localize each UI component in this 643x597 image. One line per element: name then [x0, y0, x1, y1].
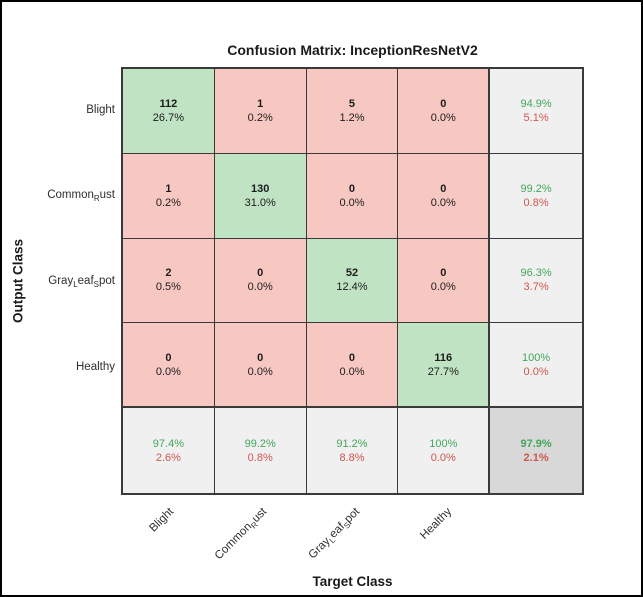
matrix-cell-r2-c2: 52 12.4% [306, 238, 399, 324]
y-tick-label-0: Blight [86, 103, 115, 116]
matrix-cell-r3-c2: 0 0.0% [306, 323, 399, 409]
overall-accuracy-cell: 97.9% 2.1% [490, 408, 582, 493]
subscript-letter: L [327, 535, 337, 546]
cell-count: 0 [257, 351, 264, 364]
matrix-cell-r1-c3: 0 0.0% [398, 153, 491, 239]
summary-positive-percent: 96.3% [520, 267, 552, 280]
matrix-cell-r0-c2: 5 1.2% [306, 69, 399, 154]
summary-positive-percent: 100% [522, 351, 551, 364]
cell-percent: 26.7% [152, 111, 184, 124]
x-axis-title: Target Class [312, 574, 393, 589]
cell-percent: 12.4% [336, 281, 368, 294]
cell-percent: 0.0% [247, 281, 273, 294]
matrix-cell-r1-c2: 0 0.0% [306, 153, 399, 239]
cell-percent: 0.0% [430, 111, 456, 124]
cell-count: 0 [440, 267, 447, 280]
row-summary-cell-r2: 96.3% 3.7% [490, 238, 582, 324]
summary-negative-percent: 0.8% [523, 196, 549, 209]
cell-count: 130 [251, 182, 270, 195]
y-tick-label-1: CommonRust [47, 189, 115, 204]
cell-count: 112 [159, 97, 178, 110]
y-tick-label-2: GrayLeafSpot [48, 275, 115, 289]
y-axis-title: Output Class [10, 238, 26, 324]
cell-percent: 0.0% [430, 196, 456, 209]
confusion-matrix-grid: 112 26.7% 1 0.2% 5 1.2% 0 0.0% 94.9% 5.1% 1 0.2% 130… [121, 67, 584, 495]
cell-percent: 0.0% [339, 196, 365, 209]
col-summary-cell-c3: 100% 0.0% [398, 408, 491, 493]
summary-negative-percent: 0.0% [430, 451, 456, 464]
cell-percent: 0.0% [430, 281, 456, 294]
overall-accuracy-percent: 97.9% [520, 437, 552, 450]
cell-count: 52 [345, 267, 359, 280]
matrix-cell-r0-c0: 112 26.7% [123, 69, 215, 154]
cell-percent: 0.0% [247, 365, 273, 378]
subscript-letter: R [93, 194, 100, 204]
subscript-letter: S [93, 280, 99, 289]
summary-negative-percent: 3.7% [523, 281, 549, 294]
matrix-cell-r3-c3: 116 27.7% [398, 323, 491, 409]
col-summary-cell-c2: 91.2% 8.8% [306, 408, 399, 493]
matrix-cell-r1-c0: 1 0.2% [123, 153, 215, 239]
col-summary-cell-c1: 99.2% 0.8% [214, 408, 307, 493]
cell-count: 0 [440, 182, 447, 195]
cell-count: 0 [165, 351, 172, 364]
overall-error-percent: 2.1% [523, 451, 549, 464]
cell-count: 5 [348, 97, 356, 110]
y-tick-label-3: Healthy [76, 360, 115, 373]
summary-negative-percent: 8.8% [339, 451, 365, 464]
cell-percent: 0.2% [155, 196, 181, 209]
matrix-cell-r1-c1: 130 31.0% [214, 153, 307, 239]
matrix-cell-r2-c1: 0 0.0% [214, 238, 307, 324]
cell-count: 0 [348, 351, 356, 364]
cell-count: 0 [348, 182, 356, 195]
summary-positive-percent: 100% [429, 437, 458, 450]
cell-percent: 0.5% [155, 281, 181, 294]
subscript-letter: S [341, 520, 352, 531]
matrix-cell-r3-c1: 0 0.0% [214, 323, 307, 409]
cell-percent: 0.2% [247, 111, 273, 124]
summary-positive-percent: 97.4% [152, 437, 184, 450]
matrix-cell-r0-c1: 1 0.2% [214, 69, 307, 154]
cell-count: 116 [434, 351, 453, 364]
cell-percent: 1.2% [339, 111, 365, 124]
matrix-cell-r2-c0: 2 0.5% [123, 238, 215, 324]
cell-percent: 0.0% [339, 365, 365, 378]
subscript-letter: L [73, 280, 78, 289]
matrix-cell-r0-c3: 0 0.0% [398, 69, 491, 154]
summary-negative-percent: 0.0% [523, 365, 549, 378]
matrix-cell-r3-c0: 0 0.0% [123, 323, 215, 409]
cell-count: 0 [440, 97, 447, 110]
row-summary-cell-r0: 94.9% 5.1% [490, 69, 582, 154]
summary-positive-percent: 99.2% [244, 437, 276, 450]
summary-positive-percent: 91.2% [336, 437, 368, 450]
summary-negative-percent: 2.6% [155, 451, 181, 464]
cell-count: 2 [165, 267, 172, 280]
summary-positive-percent: 99.2% [520, 182, 552, 195]
subscript-letter: R [249, 520, 260, 531]
cell-count: 1 [165, 182, 172, 195]
cell-count: 1 [257, 97, 264, 110]
row-summary-cell-r3: 100% 0.0% [490, 323, 582, 409]
chart-title: Confusion Matrix: InceptionResNetV2 [227, 42, 478, 58]
matrix-cell-r2-c3: 0 0.0% [398, 238, 491, 324]
summary-negative-percent: 5.1% [523, 111, 549, 124]
cell-percent: 27.7% [427, 365, 459, 378]
cell-count: 0 [257, 267, 264, 280]
summary-negative-percent: 0.8% [247, 451, 273, 464]
col-summary-cell-c0: 97.4% 2.6% [123, 408, 215, 493]
row-summary-cell-r1: 99.2% 0.8% [490, 153, 582, 239]
cell-percent: 0.0% [155, 365, 181, 378]
cell-percent: 31.0% [244, 196, 276, 209]
summary-positive-percent: 94.9% [520, 97, 552, 110]
